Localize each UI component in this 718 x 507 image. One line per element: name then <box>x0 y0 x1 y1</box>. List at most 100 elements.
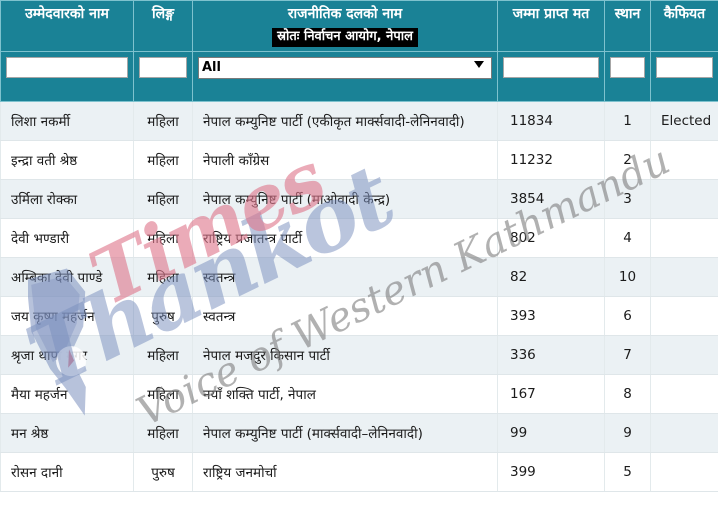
party-select-wrapper: All <box>198 56 492 79</box>
cell-remarks: Elected <box>650 101 718 141</box>
filter-input-candidate-name[interactable] <box>6 56 128 78</box>
cell-gender: महिला <box>133 413 193 453</box>
cell-rank: 9 <box>604 413 651 453</box>
cell-total-votes: 11232 <box>497 140 605 180</box>
column-header-remarks: कैफियत <box>650 0 718 52</box>
cell-total-votes: 802 <box>497 218 605 258</box>
column-header-party-label: राजनीतिक दलको नाम <box>287 6 403 22</box>
filter-cell-rank <box>604 51 651 102</box>
cell-remarks <box>650 452 718 492</box>
cell-total-votes: 3854 <box>497 179 605 219</box>
cell-remarks <box>650 296 718 336</box>
cell-gender: पुरुष <box>133 296 193 336</box>
cell-remarks <box>650 179 718 219</box>
cell-total-votes: 82 <box>497 257 605 297</box>
cell-party: नेपाल कम्युनिष्ट पार्टी (मार्क्सवादी–लेन… <box>192 413 498 453</box>
column-header-total-votes: जम्मा प्राप्त मत <box>497 0 605 52</box>
cell-party: नयाँ शक्ति पार्टी, नेपाल <box>192 374 498 414</box>
cell-total-votes: 393 <box>497 296 605 336</box>
cell-rank: 10 <box>604 257 651 297</box>
cell-rank: 8 <box>604 374 651 414</box>
cell-candidate-name: देवी भण्डारी <box>0 218 134 258</box>
cell-party: नेपाल कम्युनिष्ट पार्टी (माओवादी केन्द्र… <box>192 179 498 219</box>
filter-row: All <box>0 51 718 102</box>
filter-input-gender[interactable] <box>139 56 187 78</box>
cell-rank: 7 <box>604 335 651 375</box>
filter-select-party[interactable]: All <box>198 56 492 79</box>
cell-remarks <box>650 374 718 414</box>
column-header-candidate-name-label: उम्मेदवारको नाम <box>25 6 109 22</box>
column-header-rank: स्थान <box>604 0 651 52</box>
filter-input-rank[interactable] <box>610 56 645 78</box>
filter-input-total-votes[interactable] <box>503 56 599 78</box>
table-row: मन श्रेष्ठ महिला नेपाल कम्युनिष्ट पार्टी (… <box>0 413 718 453</box>
table-row: अम्बिका देवी पाण्डे महिला स्वतन्त्र 82 10 <box>0 257 718 297</box>
table-row: उर्मिला रोक्का महिला नेपाल कम्युनिष्ट पार्… <box>0 179 718 219</box>
cell-gender: महिला <box>133 179 193 219</box>
filter-input-remarks[interactable] <box>656 56 713 78</box>
cell-candidate-name: रोसन दानी <box>0 452 134 492</box>
filter-cell-total-votes <box>497 51 605 102</box>
column-header-candidate-name: उम्मेदवारको नाम <box>0 0 134 52</box>
cell-remarks <box>650 218 718 258</box>
cell-gender: महिला <box>133 218 193 258</box>
cell-party: नेपाल मजदुर किसान पार्टी <box>192 335 498 375</box>
cell-remarks <box>650 257 718 297</box>
cell-candidate-name: जय कृष्ण महर्जन <box>0 296 134 336</box>
cell-party: नेपाल कम्युनिष्ट पार्टी (एकीकृत मार्क्सव… <box>192 101 498 141</box>
source-note: स्रोतः निर्वाचन आयोग, नेपाल <box>272 28 418 47</box>
cell-total-votes: 99 <box>497 413 605 453</box>
filter-cell-gender <box>133 51 193 102</box>
cell-rank: 6 <box>604 296 651 336</box>
column-header-gender-label: लिङ्ग <box>152 6 174 22</box>
cell-candidate-name: उर्मिला रोक्का <box>0 179 134 219</box>
cell-gender: पुरुष <box>133 452 193 492</box>
cell-gender: महिला <box>133 374 193 414</box>
cell-party: राष्ट्रिय प्रजातन्त्र पार्टी <box>192 218 498 258</box>
cell-rank: 2 <box>604 140 651 180</box>
cell-total-votes: 167 <box>497 374 605 414</box>
column-header-gender: लिङ्ग <box>133 0 193 52</box>
cell-candidate-name: मैया महर्जन <box>0 374 134 414</box>
table-row: इन्द्रा वती श्रेष्ठ महिला नेपाली काँग्रेस 1… <box>0 140 718 180</box>
filter-cell-candidate-name <box>0 51 134 102</box>
cell-remarks <box>650 413 718 453</box>
cell-party: नेपाली काँग्रेस <box>192 140 498 180</box>
cell-candidate-name: श्रृजा थापा मगर <box>0 335 134 375</box>
cell-gender: महिला <box>133 101 193 141</box>
cell-gender: महिला <box>133 335 193 375</box>
table-row: रोसन दानी पुरुष राष्ट्रिय जनमोर्चा 399 5 <box>0 452 718 492</box>
cell-rank: 4 <box>604 218 651 258</box>
cell-remarks <box>650 335 718 375</box>
cell-rank: 5 <box>604 452 651 492</box>
cell-total-votes: 11834 <box>497 101 605 141</box>
election-results-table: उम्मेदवारको नाम लिङ्ग राजनीतिक दलको नाम … <box>0 0 718 492</box>
cell-party: स्वतन्त्र <box>192 296 498 336</box>
table-row: मैया महर्जन महिला नयाँ शक्ति पार्टी, नेपाल… <box>0 374 718 414</box>
column-header-remarks-label: कैफियत <box>663 6 706 22</box>
cell-rank: 1 <box>604 101 651 141</box>
cell-total-votes: 336 <box>497 335 605 375</box>
cell-gender: महिला <box>133 140 193 180</box>
cell-candidate-name: अम्बिका देवी पाण्डे <box>0 257 134 297</box>
table-row: श्रृजा थापा मगर महिला नेपाल मजदुर किसान पा… <box>0 335 718 375</box>
cell-candidate-name: इन्द्रा वती श्रेष्ठ <box>0 140 134 180</box>
cell-total-votes: 399 <box>497 452 605 492</box>
filter-cell-remarks <box>650 51 718 102</box>
filter-cell-party: All <box>192 51 498 102</box>
table-row: देवी भण्डारी महिला राष्ट्रिय प्रजातन्त्र प… <box>0 218 718 258</box>
table-head: उम्मेदवारको नाम लिङ्ग राजनीतिक दलको नाम … <box>0 0 718 102</box>
cell-party: स्वतन्त्र <box>192 257 498 297</box>
cell-party: राष्ट्रिय जनमोर्चा <box>192 452 498 492</box>
cell-remarks <box>650 140 718 180</box>
cell-gender: महिला <box>133 257 193 297</box>
column-header-total-votes-label: जम्मा प्राप्त मत <box>512 6 590 22</box>
cell-rank: 3 <box>604 179 651 219</box>
table-row: जय कृष्ण महर्जन पुरुष स्वतन्त्र 393 6 <box>0 296 718 336</box>
column-header-party: राजनीतिक दलको नाम स्रोतः निर्वाचन आयोग, … <box>192 0 498 52</box>
cell-candidate-name: लिशा नकर्मी <box>0 101 134 141</box>
header-row: उम्मेदवारको नाम लिङ्ग राजनीतिक दलको नाम … <box>0 0 718 52</box>
cell-candidate-name: मन श्रेष्ठ <box>0 413 134 453</box>
table-row: लिशा नकर्मी महिला नेपाल कम्युनिष्ट पार्टी … <box>0 101 718 141</box>
